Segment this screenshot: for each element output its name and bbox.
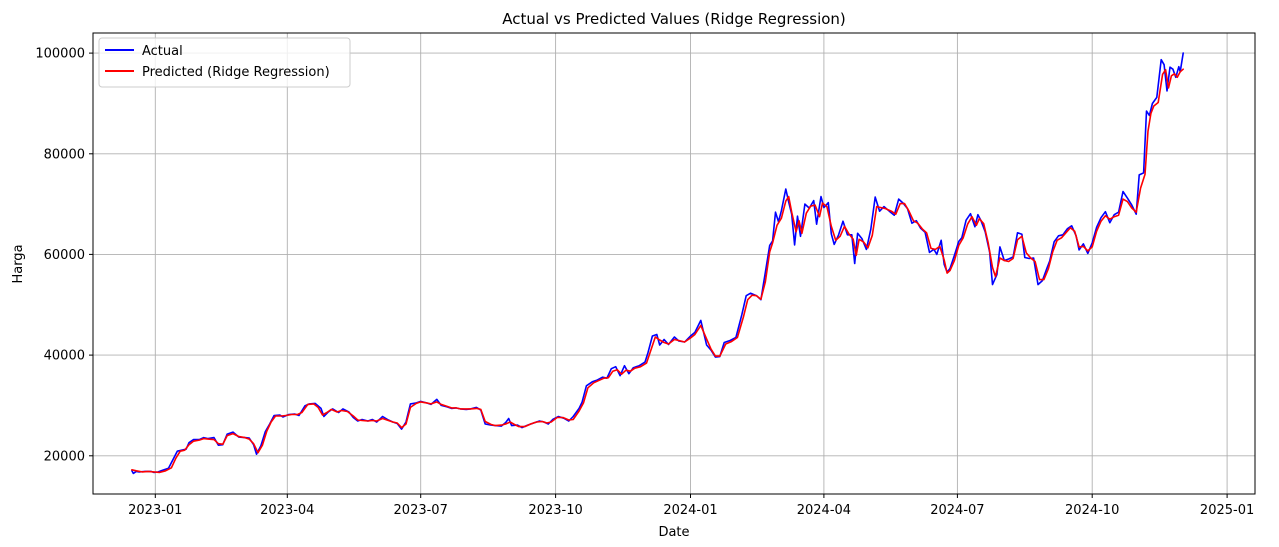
y-axis-label: Harga	[11, 244, 26, 283]
legend-box	[98, 37, 351, 88]
legend: Actual Predicted (Ridge Regression)	[98, 37, 351, 88]
y-tick-label: 60000	[44, 248, 85, 263]
x-tick-label: 2025-01	[1200, 503, 1254, 518]
x-tick-label: 2024-01	[663, 503, 717, 518]
grid	[93, 33, 1255, 494]
x-tick-label: 2023-04	[260, 503, 314, 518]
y-tick-label: 100000	[35, 47, 85, 62]
chart-title: Actual vs Predicted Values (Ridge Regres…	[502, 10, 846, 28]
x-tick-label: 2024-04	[797, 503, 851, 518]
x-tick-label: 2024-10	[1065, 503, 1119, 518]
y-tick-label: 80000	[44, 147, 85, 162]
legend-label-actual: Actual	[142, 44, 183, 59]
x-tick-label: 2023-01	[128, 503, 182, 518]
y-tick-label: 20000	[44, 449, 85, 464]
series-layer	[131, 52, 1184, 475]
series-line-predicted	[131, 68, 1184, 474]
x-axis-label: Date	[658, 525, 689, 540]
plot-area-frame	[92, 32, 1256, 495]
x-tick-label: 2023-07	[394, 503, 448, 518]
axes: 2023-01 2023-04 2023-07 2023-10 2024-01 2024-…	[35, 47, 1254, 518]
x-tick-label: 2023-10	[528, 503, 582, 518]
y-tick-label: 40000	[44, 349, 85, 364]
legend-label-predicted: Predicted (Ridge Regression)	[142, 65, 330, 80]
x-tick-label: 2024-07	[930, 503, 984, 518]
